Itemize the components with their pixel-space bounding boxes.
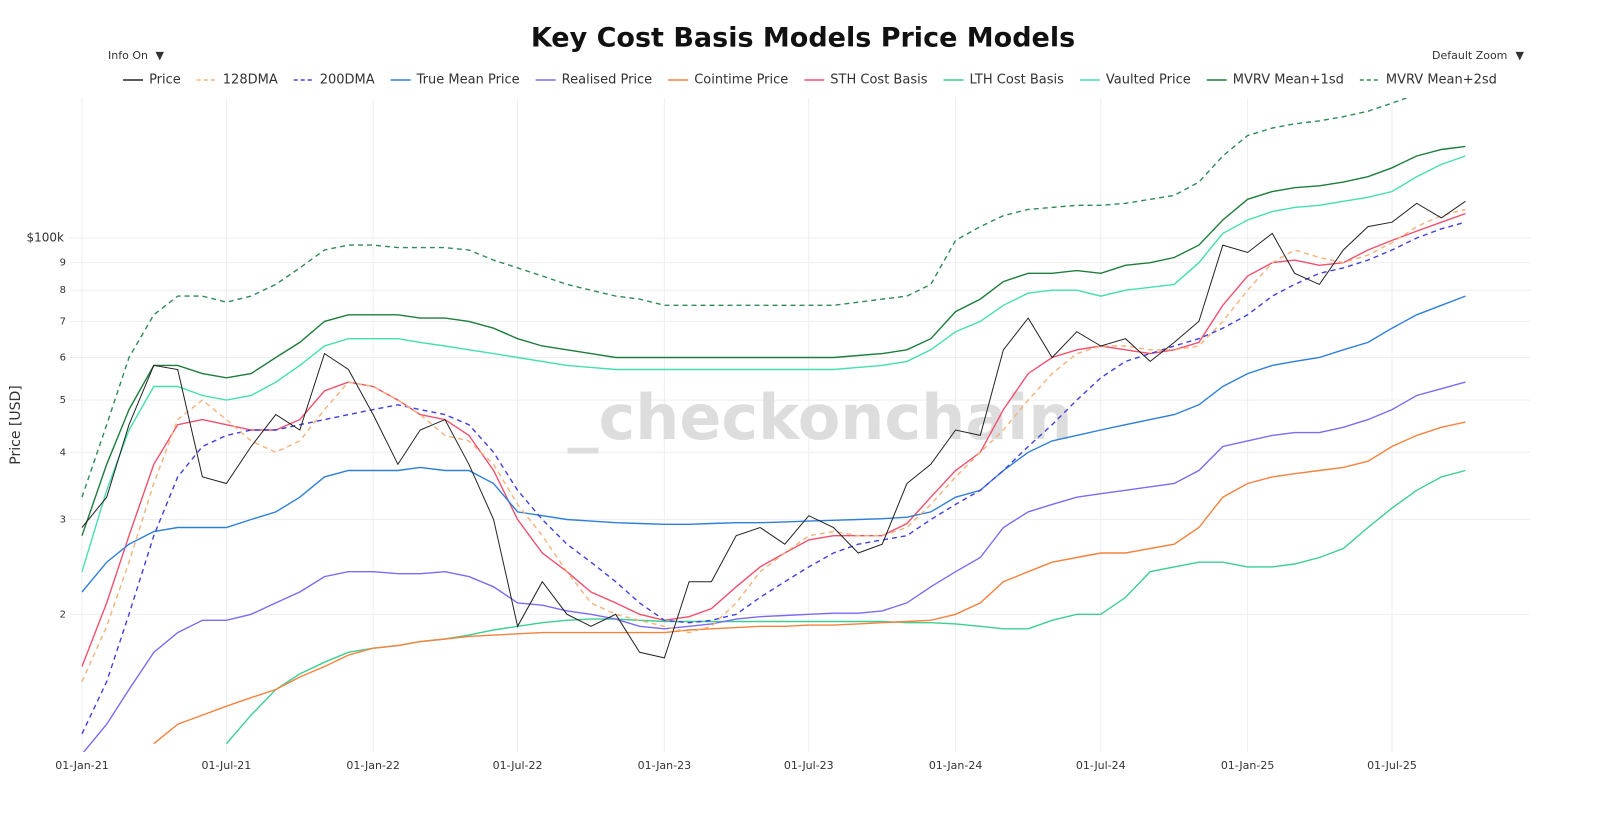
y-tick-label: 2 (60, 609, 66, 620)
zoom-label: Default Zoom (1432, 48, 1508, 62)
y-axis-label: Price [USD] (8, 385, 24, 464)
legend-item: Realised Price (535, 73, 653, 88)
series-line (81, 212, 1466, 667)
info-dropdown[interactable]: Info On ▼ (100, 44, 172, 66)
legend-label: True Mean Price (416, 73, 520, 88)
x-tick-label: 01-Jul-21 (201, 759, 251, 772)
legend-label: LTH Cost Basis (969, 73, 1064, 88)
y-tick-label: 5 (60, 395, 66, 406)
legend-label: 128DMA (223, 73, 278, 88)
chart-title: Key Cost Basis Models Price Models (531, 23, 1075, 54)
y-tick-label: 8 (60, 285, 66, 296)
y-tick-label: 3 (60, 515, 66, 526)
series-line (81, 145, 1466, 536)
legend-label: MVRV Mean+2sd (1386, 73, 1497, 88)
x-tick-label: 01-Jul-22 (493, 759, 543, 772)
x-tick-label: 01-Jan-22 (346, 759, 400, 772)
x-tick-label: 01-Jan-25 (1221, 759, 1275, 772)
y-tick-label: $100k (27, 231, 65, 245)
y-tick-label: 4 (60, 447, 66, 458)
series-line (81, 200, 1466, 659)
series-line (81, 221, 1466, 735)
legend-item: MVRV Mean+1sd (1206, 73, 1344, 88)
legend-item: 200DMA (293, 73, 375, 88)
series-line (81, 295, 1466, 593)
legend-item: LTH Cost Basis (943, 73, 1064, 88)
legend-label: 200DMA (320, 73, 375, 88)
series-line (153, 421, 1466, 745)
legend-item: Cointime Price (668, 73, 788, 88)
x-tick-label: 01-Jul-24 (1076, 759, 1126, 772)
y-tick-label: 9 (60, 258, 66, 269)
x-tick-label: 01-Jul-25 (1367, 759, 1417, 772)
legend-label: Vaulted Price (1106, 73, 1191, 88)
legend-item: True Mean Price (390, 73, 520, 88)
series-line (225, 469, 1466, 745)
y-tick-label: 6 (60, 352, 66, 363)
legend-label: Price (149, 73, 181, 88)
y-tick-label: 7 (60, 316, 66, 327)
watermark: _checkonchain (567, 381, 1072, 454)
x-tick-label: 01-Jan-21 (55, 759, 109, 772)
x-tick-label: 01-Jan-23 (638, 759, 692, 772)
legend-item: STH Cost Basis (804, 73, 928, 88)
dropdown-arrow: ▼ (1515, 48, 1524, 62)
series-line (81, 155, 1466, 572)
legend-item: Price (123, 73, 181, 88)
legend-item: 128DMA (196, 73, 278, 88)
legend-label: STH Cost Basis (830, 73, 927, 88)
series-line (82, 381, 1466, 752)
legend-label: Realised Price (562, 73, 653, 88)
x-tick-label: 01-Jan-24 (929, 759, 983, 772)
series-line (81, 98, 1409, 498)
legend-item: MVRV Mean+2sd (1359, 73, 1497, 88)
info-label: Info On (108, 48, 148, 62)
x-tick-label: 01-Jul-23 (784, 759, 834, 772)
legend-label: Cointime Price (694, 73, 788, 88)
zoom-dropdown[interactable]: Default Zoom ▼ (1424, 44, 1532, 66)
dropdown-arrow: ▼ (155, 48, 164, 62)
legend-label: MVRV Mean+1sd (1233, 73, 1344, 88)
legend-item: Vaulted Price (1079, 73, 1191, 88)
